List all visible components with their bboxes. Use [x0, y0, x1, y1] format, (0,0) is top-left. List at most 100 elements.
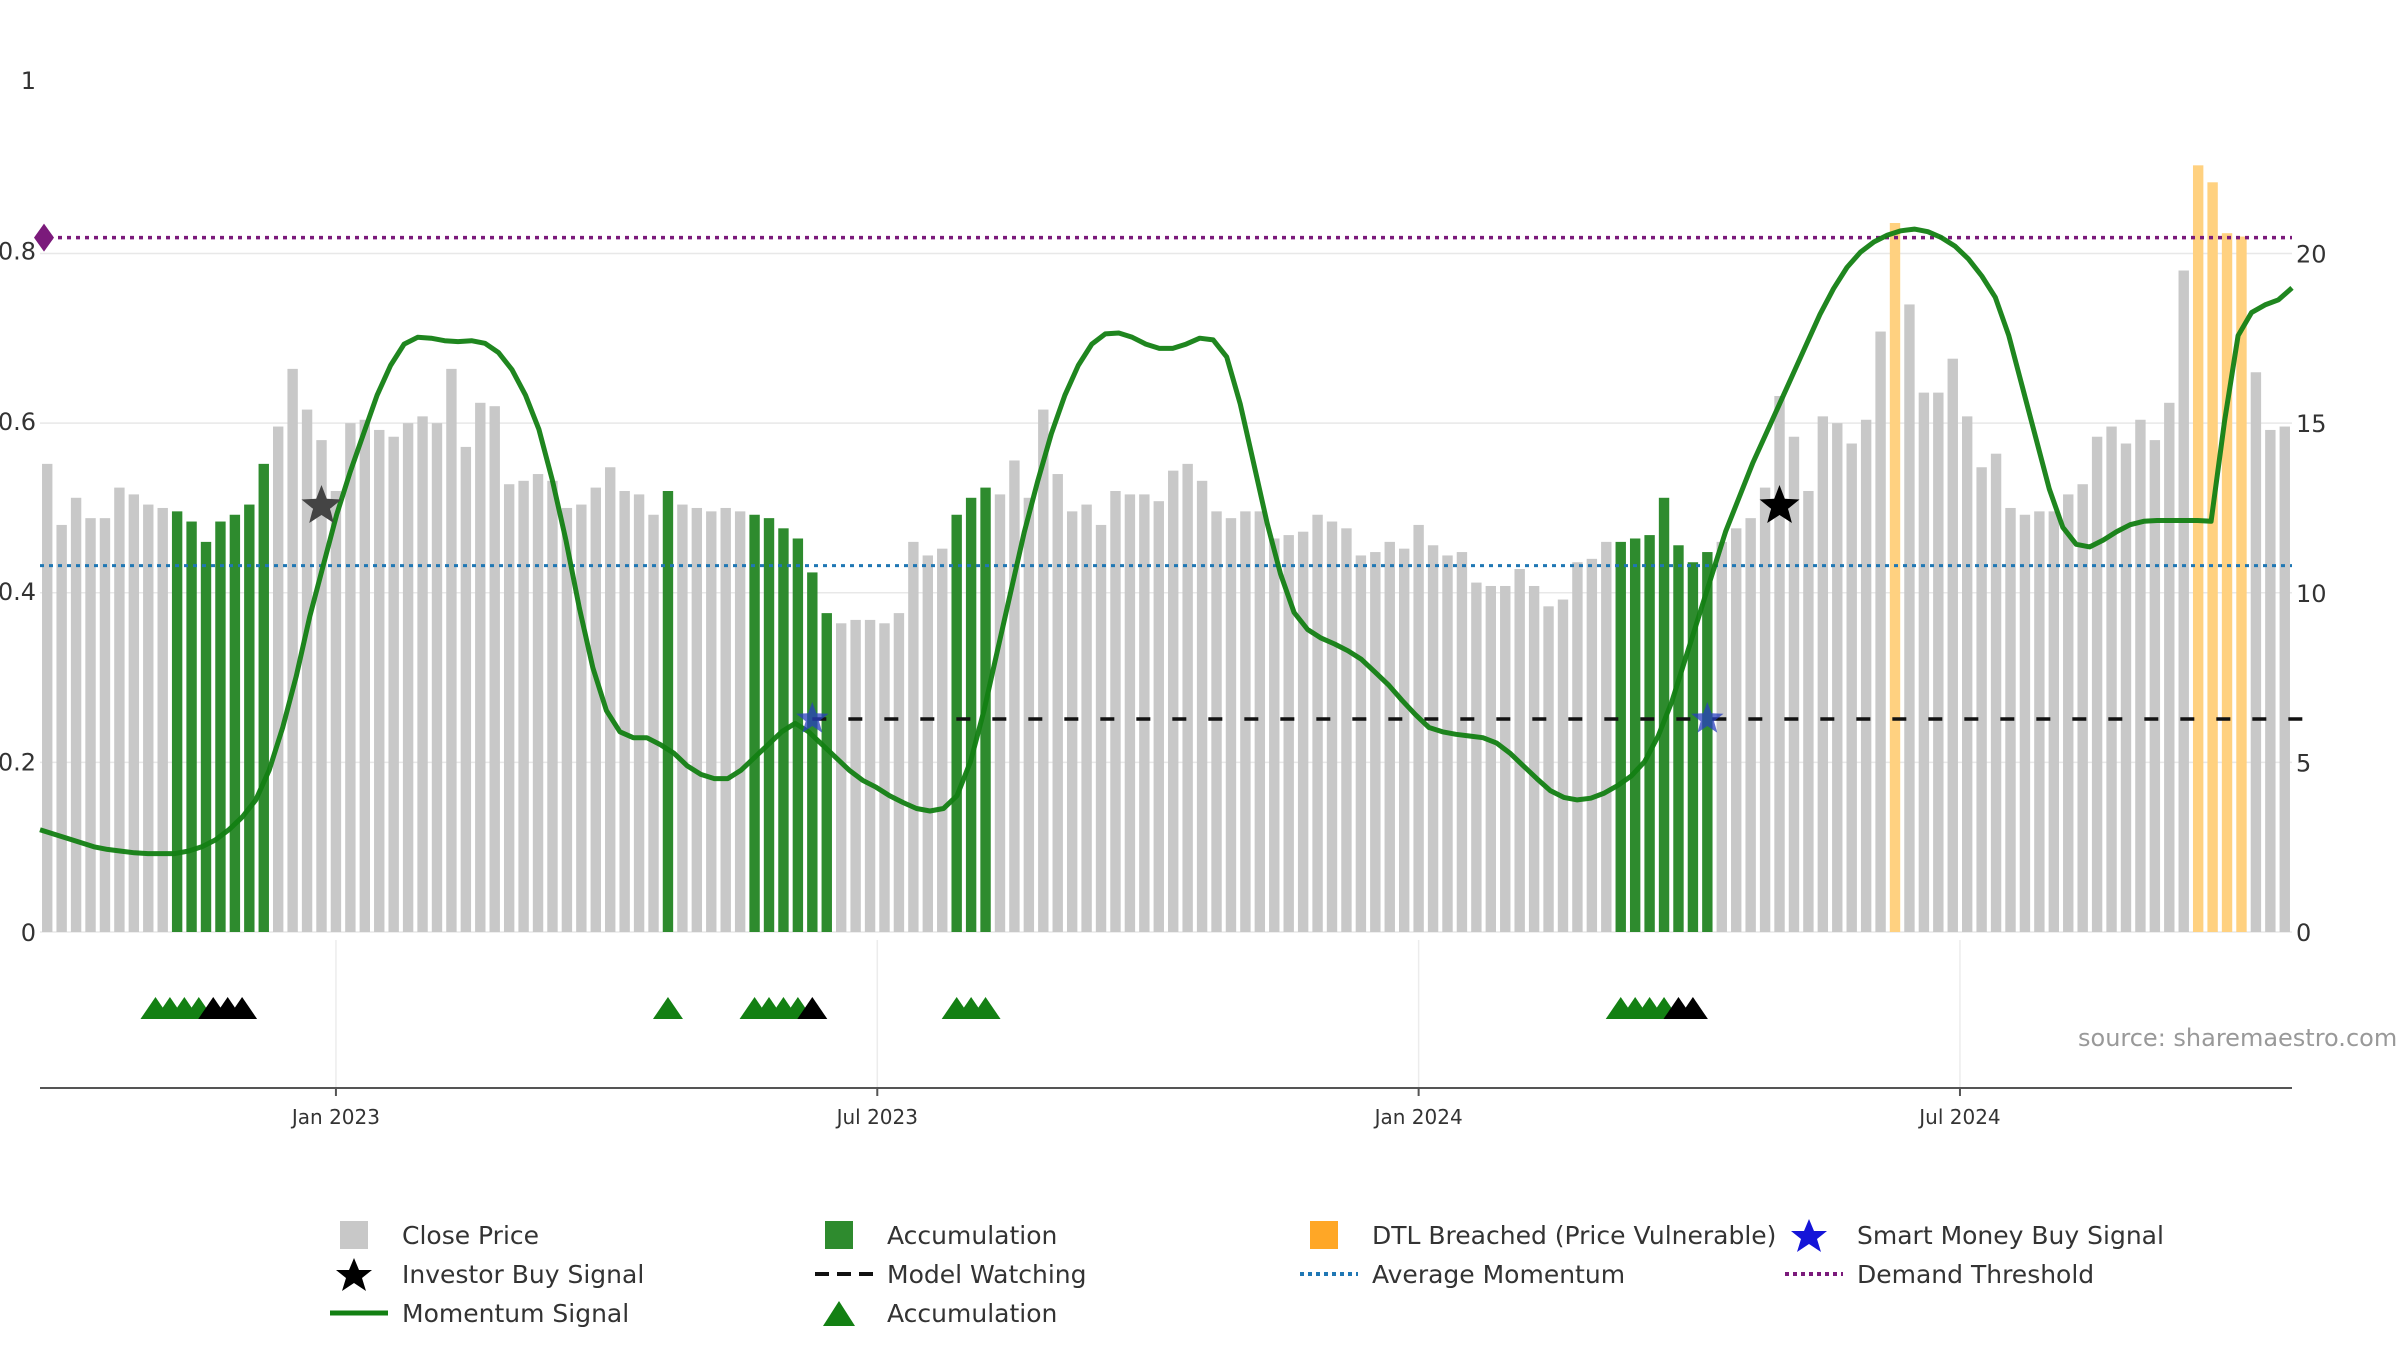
- close-price-bar-153: [2250, 372, 2262, 932]
- close-price-bar-8: [157, 507, 168, 932]
- close-price-bar-16: [272, 426, 284, 932]
- legend-close-price[interactable]: Close Price: [330, 1218, 539, 1252]
- legend-accumulation-bar-label: Accumulation: [887, 1220, 1058, 1250]
- close-price-bar-122: [1803, 491, 1814, 932]
- close-price-bar-125: [1846, 443, 1857, 932]
- close-price-bar-97: [1442, 555, 1453, 932]
- watch-triangle-3: [797, 997, 828, 1019]
- close-price-bar-85: [1269, 538, 1280, 932]
- close-price-bar-67: [1009, 460, 1020, 932]
- close-price-bar-4: [99, 518, 111, 932]
- close-price-bar-108: [1601, 541, 1612, 932]
- x-tick-label-3: Jul 2024: [1917, 1105, 2000, 1129]
- legend-model-watching-label: Model Watching: [887, 1259, 1087, 1289]
- close-price-bar-18: [301, 409, 313, 933]
- close-price-bar-61: [922, 555, 934, 932]
- accumulation-bar-54: [821, 613, 832, 932]
- momentum-signal-line: [39, 226, 2294, 857]
- accumulation-bar-13: [229, 514, 241, 932]
- close-price-bar-37: [576, 504, 587, 932]
- legend-accumulation-marker-label: Accumulation: [887, 1298, 1058, 1328]
- smart-money-star-1: [1691, 702, 1724, 733]
- legend-demand-threshold-label: Demand Threshold: [1857, 1259, 2095, 1289]
- close-price-bar-28: [446, 368, 457, 932]
- close-price-bar-44: [677, 504, 688, 932]
- x-tick-label-1: Jul 2023: [835, 1105, 918, 1129]
- legend-smart-money-label: Smart Money Buy Signal: [1857, 1220, 2164, 1250]
- accumulation-bar-11: [200, 541, 212, 932]
- legend-investor-buy[interactable]: Investor Buy Signal: [330, 1257, 644, 1291]
- accumulation-bar-14: [244, 504, 255, 932]
- legend-smart-money[interactable]: Smart Money Buy Signal: [1785, 1218, 2164, 1252]
- y-right-tick-1: 5: [2296, 749, 2311, 777]
- close-price-bar-42: [648, 514, 659, 932]
- y-right-tick-2: 10: [2296, 580, 2327, 608]
- close-price-bar-68: [1023, 497, 1035, 932]
- close-price-bar-154: [2265, 429, 2276, 932]
- close-price-bar-69: [1038, 409, 1049, 933]
- watch-triangle-5: [1677, 997, 1708, 1019]
- x-tick-label-2: Jan 2024: [1373, 1105, 1463, 1129]
- close-price-bar-34: [532, 474, 544, 932]
- dtl-bar-151: [2221, 233, 2233, 932]
- accumulation-triangle-11: [970, 997, 1001, 1019]
- close-price-bar-7: [143, 504, 154, 932]
- close-price-bar-46: [706, 511, 717, 932]
- close-price-bar-55: [835, 623, 847, 932]
- source-label: source: sharemaestro.com: [2078, 1024, 2398, 1052]
- close-price-bar-71: [1066, 511, 1078, 932]
- legend-accumulation-swatch: [825, 1221, 853, 1249]
- close-price-bar-30: [475, 402, 486, 932]
- accumulation-bar-110: [1629, 538, 1641, 932]
- close-price-bar-75: [1124, 494, 1136, 932]
- close-price-bar-138: [2034, 511, 2045, 932]
- close-price-bar-83: [1240, 511, 1251, 932]
- bars-group: [42, 165, 2290, 933]
- close-price-bar-57: [864, 619, 876, 932]
- close-price-bar-79: [1182, 463, 1193, 932]
- legend-momentum-signal[interactable]: Momentum Signal: [330, 1296, 629, 1330]
- close-price-bar-137: [2019, 514, 2031, 932]
- close-price-bar-148: [2178, 270, 2189, 932]
- close-price-bar-27: [431, 423, 443, 932]
- accumulation-bar-64: [965, 497, 977, 932]
- close-price-bar-141: [2077, 484, 2088, 932]
- close-price-bar-38: [590, 487, 601, 932]
- close-price-bar-100: [1485, 585, 1497, 932]
- legend-dtl-swatch: [1310, 1221, 1338, 1249]
- legend-accumulation-bar[interactable]: Accumulation: [815, 1218, 1057, 1252]
- close-price-bar-134: [1976, 467, 1987, 932]
- accumulation-triangle-4: [652, 997, 683, 1019]
- legend-model-watching[interactable]: Model Watching: [815, 1257, 1087, 1291]
- close-price-bar-62: [937, 548, 948, 932]
- legend-average-momentum[interactable]: Average Momentum: [1300, 1257, 1625, 1291]
- close-price-bar-104: [1543, 606, 1554, 932]
- triangle-icon: [823, 1301, 855, 1326]
- close-price-bar-96: [1427, 545, 1439, 932]
- close-price-bar-60: [908, 541, 919, 932]
- legend-average-momentum-label: Average Momentum: [1372, 1259, 1626, 1289]
- close-price-bar-3: [85, 518, 96, 932]
- close-price-bar-40: [619, 491, 630, 932]
- close-price-bar-133: [1961, 416, 1973, 932]
- close-price-bar-101: [1500, 585, 1511, 932]
- legend-dtl[interactable]: DTL Breached (Price Vulnerable): [1300, 1218, 1776, 1252]
- close-price-bar-119: [1759, 487, 1771, 932]
- close-price-bar-135: [1990, 453, 2002, 932]
- close-price-bar-145: [2135, 419, 2146, 932]
- legend-accumulation-marker[interactable]: Accumulation: [815, 1296, 1057, 1330]
- close-price-bar-20: [330, 491, 342, 932]
- accumulation-bar-115: [1702, 552, 1713, 932]
- legend-average-momentum-swatch: [1300, 1272, 1358, 1276]
- close-price-bar-140: [2063, 494, 2074, 932]
- close-price-bar-126: [1860, 419, 1872, 932]
- close-price-bar-105: [1557, 599, 1569, 932]
- y-left-tick-2: 0.4: [0, 578, 36, 606]
- legend-demand-threshold[interactable]: Demand Threshold: [1785, 1257, 2094, 1291]
- legend-model-watching-swatch: [815, 1272, 873, 1276]
- close-price-bar-74: [1110, 491, 1121, 932]
- accumulation-bar-49: [749, 514, 760, 932]
- close-price-bar-92: [1370, 552, 1381, 932]
- accumulation-bar-12: [215, 521, 226, 932]
- close-price-bar-93: [1384, 541, 1395, 932]
